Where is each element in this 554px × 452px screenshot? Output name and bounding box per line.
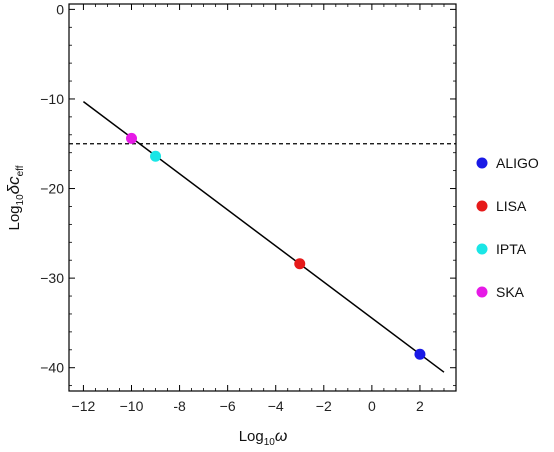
y-axis-label-symbol-sub: eff [15, 165, 26, 176]
y-tick-label: −20 [40, 181, 64, 197]
y-tick-label: −40 [40, 360, 64, 376]
x-axis-label-sub: 10 [264, 437, 276, 448]
plot-frame [68, 3, 457, 392]
legend-marker-aligo [476, 157, 488, 169]
y-tick-label: −30 [40, 270, 64, 286]
legend: ALIGO LISA IPTA SKA [476, 155, 539, 300]
x-axis-label: Log10ω [239, 428, 288, 448]
x-tick-label: 0 [368, 398, 376, 414]
x-tick-label: −4 [268, 398, 284, 414]
legend-label-ska: SKA [496, 284, 525, 300]
data-point-lisa [294, 258, 306, 270]
y-tick-label: 0 [56, 1, 64, 17]
x-axis-label-symbol: ω [275, 428, 287, 445]
x-tick-label: −12 [72, 398, 96, 414]
x-tick-label: -8 [173, 398, 186, 414]
y-tick-label: −10 [40, 91, 64, 107]
legend-label-ipta: IPTA [496, 241, 527, 257]
legend-marker-ska [476, 286, 488, 298]
data-points [125, 132, 426, 360]
legend-marker-lisa [476, 200, 488, 212]
legend-label-lisa: LISA [496, 198, 527, 214]
data-point-ipta [150, 150, 162, 162]
x-tick-label: −2 [316, 398, 332, 414]
y-axis-label-symbol: δc [4, 176, 23, 194]
trend-line [82, 101, 445, 373]
y-axis-label-sub: 10 [15, 194, 26, 206]
x-tick-label: −10 [120, 398, 144, 414]
y-axis-label: Log10δceff [4, 165, 26, 230]
data-point-ska [125, 132, 137, 144]
legend-marker-ipta [476, 243, 488, 255]
data-point-aligo [414, 348, 426, 360]
x-tick-label: −6 [220, 398, 236, 414]
x-axis-ticks: −12 −10 -8 −6 −4 −2 0 2 [72, 4, 445, 414]
y-axis-label-base: Log [6, 205, 23, 230]
legend-label-aligo: ALIGO [496, 155, 539, 171]
x-axis-label-base: Log [239, 428, 264, 445]
x-tick-label: 2 [416, 398, 424, 414]
y-axis-ticks: 0 −10 −20 −30 −40 [40, 1, 456, 387]
